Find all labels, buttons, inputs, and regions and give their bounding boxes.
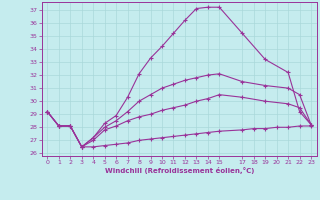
X-axis label: Windchill (Refroidissement éolien,°C): Windchill (Refroidissement éolien,°C) <box>105 167 254 174</box>
